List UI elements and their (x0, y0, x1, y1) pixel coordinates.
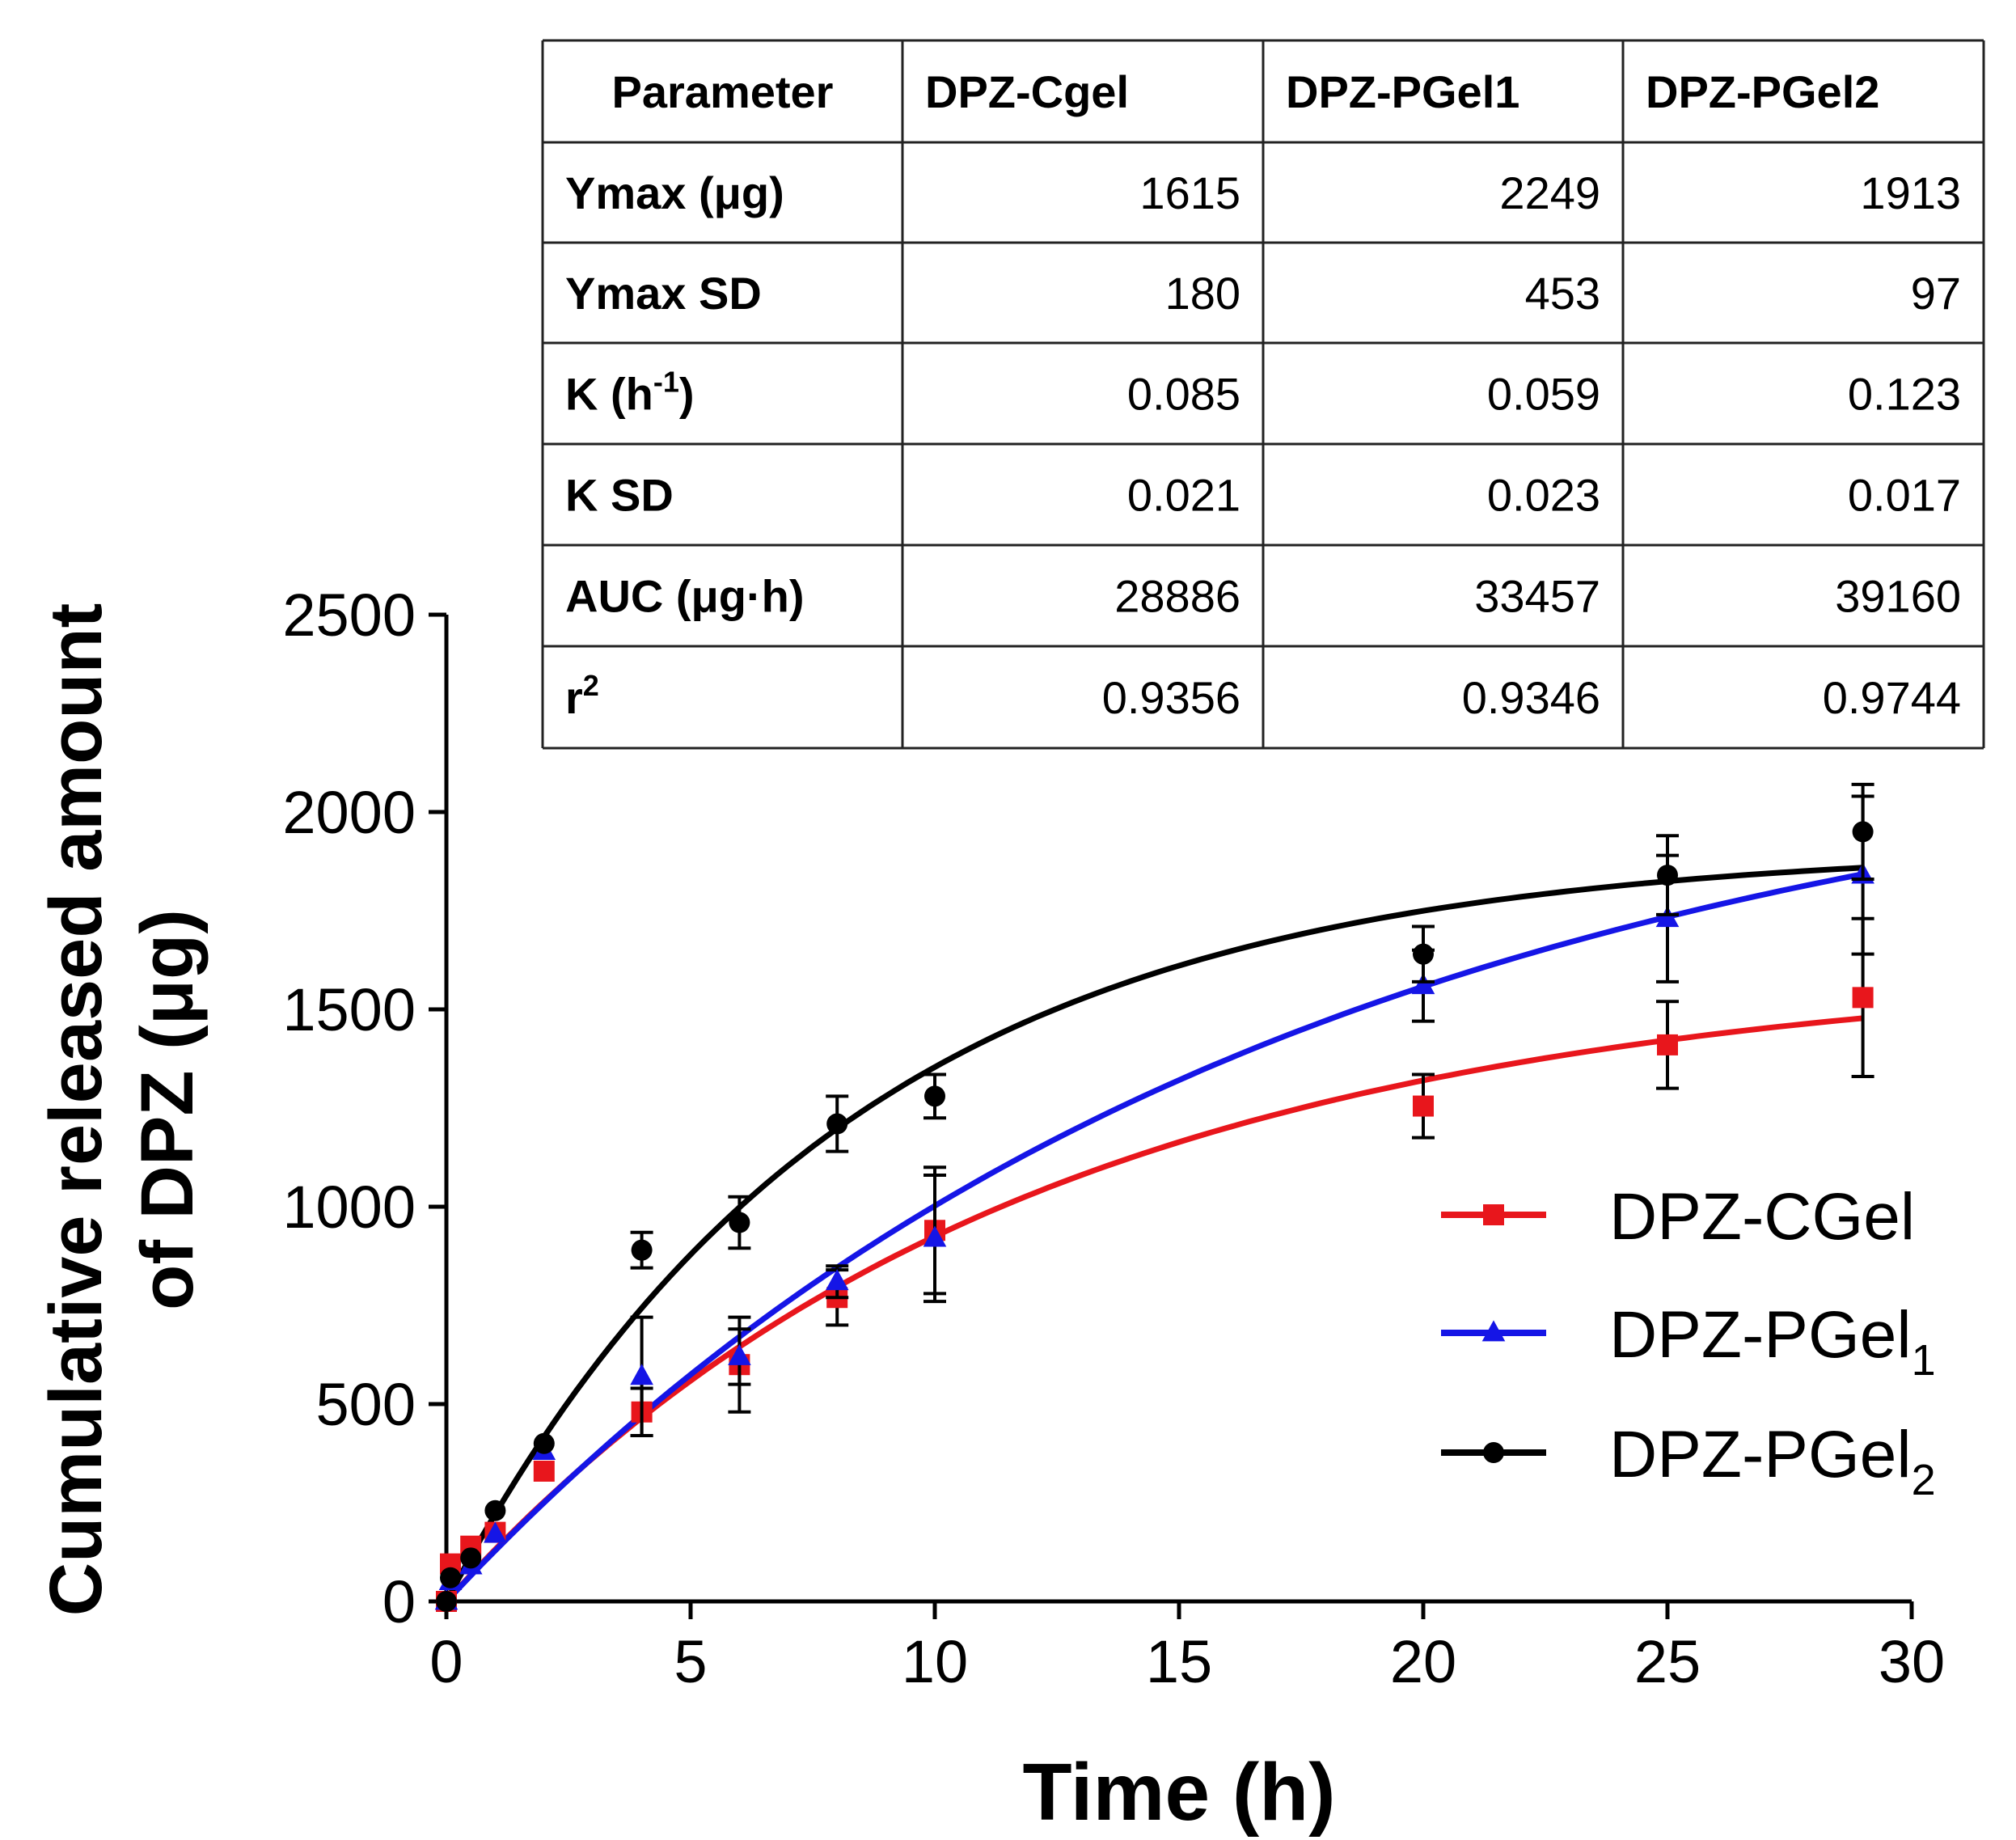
x-tick-label: 20 (1390, 1628, 1456, 1695)
table-value-cell: 453 (1525, 268, 1600, 319)
y-tick-label: 1500 (282, 976, 416, 1043)
table-value-cell: 0.085 (1127, 369, 1240, 420)
legend-marker-DPZ-PGel1 (1481, 1320, 1506, 1342)
legend-label-main: DPZ-PGel (1609, 1418, 1912, 1491)
table-header-cell: DPZ-Cgel (925, 66, 1129, 117)
data-point (1852, 987, 1874, 1009)
data-point (1657, 865, 1678, 886)
axes: 0 5 10 15 20 25 30 0 500 1000 1500 2000 2500 Time (h)… (35, 582, 1945, 1838)
x-tick-label: 0 (429, 1628, 463, 1695)
table-row-label: Ymax SD (565, 268, 762, 319)
table-value-cell: 0.059 (1487, 369, 1600, 420)
data-point (1413, 1095, 1434, 1117)
fit-curve-DPZ-CGel (444, 1015, 1863, 1604)
y-tick-label: 0 (382, 1568, 416, 1635)
data-point (460, 1547, 482, 1569)
table-row-label: r2 (565, 669, 599, 723)
table-value-cell: 33457 (1474, 571, 1600, 622)
table-row-label-main: K SD (565, 470, 674, 521)
table-value-cell: 0.9744 (1823, 672, 1961, 723)
data-point (484, 1499, 506, 1521)
table-header-cell: DPZ-PGel1 (1286, 66, 1519, 117)
data-point (729, 1212, 750, 1233)
data-point (1657, 1034, 1678, 1055)
table-header-cell: Parameter (612, 66, 834, 117)
table-header-cell: DPZ-PGel2 (1646, 66, 1879, 117)
data-point (923, 1225, 947, 1247)
parameter-table: Parameter DPZ-Cgel DPZ-PGel1 DPZ-PGel2 Ymax … (541, 39, 1985, 750)
table-value-cell: 0.123 (1848, 369, 1961, 420)
x-tick-label: 25 (1634, 1628, 1701, 1695)
table-row-label: AUC (μg·h) (565, 571, 805, 622)
legend-label-subscript: 1 (1912, 1336, 1936, 1385)
fit-curve-DPZ-PGel1 (444, 871, 1864, 1604)
series-DPZ-CGel (436, 916, 1874, 1612)
data-point (436, 1591, 457, 1612)
table-value-cell: 28886 (1114, 571, 1240, 622)
data-point (728, 1343, 751, 1365)
legend-label-DPZ-PGel1: DPZ-PGel1 (1609, 1298, 1936, 1385)
data-point (533, 1460, 555, 1482)
data-point (826, 1113, 848, 1135)
legend-marker-DPZ-CGel (1483, 1204, 1504, 1225)
y-axis-title-line1: Cumulative released amount (35, 603, 117, 1617)
legend-label-main: DPZ-PGel (1609, 1298, 1912, 1372)
table-value-cell: 1615 (1139, 167, 1240, 218)
x-axis-title: Time (h) (1022, 1747, 1335, 1838)
legend-marker-DPZ-PGel2 (1483, 1442, 1504, 1463)
legend-label-DPZ-CGel: DPZ-CGel (1609, 1180, 1915, 1254)
y-tick-label: 500 (316, 1371, 416, 1438)
table-row-label-main: Ymax (μg) (565, 167, 784, 218)
x-tick-label: 10 (902, 1628, 968, 1695)
table-value-cell: 2249 (1499, 167, 1600, 218)
legend-label-subscript: 2 (1912, 1456, 1936, 1504)
table-value-cell: 39160 (1835, 571, 1961, 622)
x-tick-label: 5 (674, 1628, 707, 1695)
table-value-cell: 0.9356 (1102, 672, 1240, 723)
series-DPZ-PGel2 (436, 782, 1874, 1612)
table-row-label: K SD (565, 470, 674, 521)
table-row-label-tail: ) (679, 369, 695, 420)
table-row-label: Ymax (μg) (565, 167, 784, 218)
table-row-label-superscript: 2 (583, 669, 599, 702)
data-point (630, 1364, 653, 1385)
fit-curves (443, 865, 1864, 1604)
data-point (1413, 943, 1434, 965)
table-row-label-main: K (h (565, 369, 653, 420)
table-value-cell: 0.9346 (1462, 672, 1600, 723)
x-tick-label: 15 (1146, 1628, 1212, 1695)
data-point (924, 1085, 945, 1107)
table-value-cell: 0.023 (1487, 470, 1600, 521)
data-point (631, 1239, 653, 1261)
y-axis-title-line2: of DPZ (μg) (126, 909, 209, 1310)
y-tick-label: 2500 (282, 582, 416, 649)
x-tick-label: 30 (1879, 1628, 1945, 1695)
data-points (434, 782, 1874, 1612)
fit-curve-DPZ-PGel2 (443, 865, 1863, 1603)
table-row-label-main: Ymax SD (565, 268, 762, 319)
legend-label-main: DPZ-CGel (1609, 1180, 1915, 1254)
data-point (533, 1432, 555, 1454)
table-row-label-main: r (565, 672, 583, 723)
table-value-cell: 180 (1165, 268, 1240, 319)
y-tick-label: 2000 (282, 779, 416, 846)
table-value-cell: 97 (1911, 268, 1961, 319)
table-value-cell: 0.017 (1848, 470, 1961, 521)
table-row-label-superscript: -1 (653, 366, 679, 399)
data-point (484, 1521, 507, 1543)
table-row-label-main: AUC (μg·h) (565, 571, 805, 622)
table-value-cell: 0.021 (1127, 470, 1240, 521)
legend-label-DPZ-PGel2: DPZ-PGel2 (1609, 1418, 1936, 1504)
y-tick-label: 1000 (282, 1174, 416, 1241)
data-point (1655, 906, 1680, 928)
data-point (1411, 973, 1435, 995)
table-value-cell: 1913 (1860, 167, 1961, 218)
data-point (1852, 821, 1874, 843)
data-point (825, 1269, 849, 1291)
table-row-label: K (h-1) (565, 366, 695, 420)
data-point (440, 1567, 462, 1588)
